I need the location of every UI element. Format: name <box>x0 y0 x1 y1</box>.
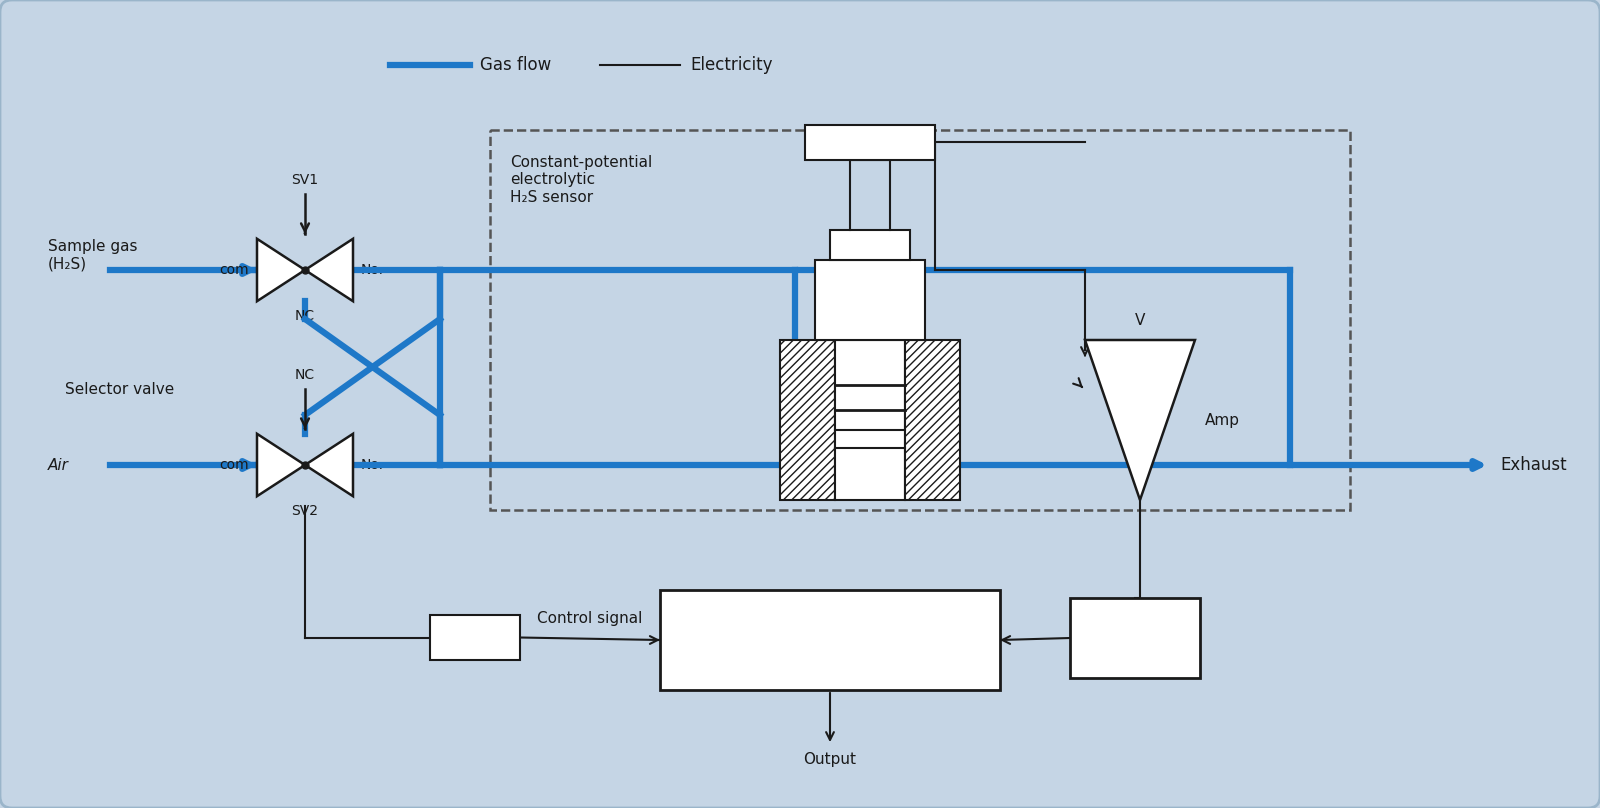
Text: Exhaust: Exhaust <box>1501 456 1566 474</box>
Text: NC: NC <box>294 368 315 382</box>
Text: Output: Output <box>803 752 856 767</box>
Text: A/D conversion: A/D conversion <box>1072 629 1198 647</box>
Text: Air: Air <box>48 457 69 473</box>
Text: SSR: SSR <box>459 630 490 645</box>
Bar <box>906 340 960 500</box>
Text: Sample gas
(H₂S): Sample gas (H₂S) <box>48 239 138 271</box>
Text: No.: No. <box>362 458 384 472</box>
Text: com: com <box>219 263 250 277</box>
Text: Gas flow: Gas flow <box>480 56 552 74</box>
Bar <box>814 260 925 340</box>
Polygon shape <box>306 434 354 496</box>
Bar <box>430 615 520 660</box>
Text: SV1: SV1 <box>291 173 318 187</box>
Text: V: V <box>1134 313 1146 328</box>
Bar <box>1070 598 1200 678</box>
Bar <box>805 125 934 160</box>
Text: Microprocessor: Microprocessor <box>766 631 893 649</box>
Bar <box>490 130 1350 510</box>
Polygon shape <box>258 239 306 301</box>
Text: Electricity: Electricity <box>690 56 773 74</box>
Text: SV2: SV2 <box>291 504 318 518</box>
Text: Constant-potential
electrolytic
H₂S sensor: Constant-potential electrolytic H₂S sens… <box>510 155 653 204</box>
Bar <box>835 340 906 500</box>
Bar <box>661 590 1000 690</box>
Polygon shape <box>1085 340 1195 500</box>
Text: NC: NC <box>294 309 315 323</box>
Polygon shape <box>306 239 354 301</box>
Text: No.: No. <box>362 263 384 277</box>
Polygon shape <box>258 434 306 496</box>
Bar <box>830 230 910 260</box>
Text: com: com <box>219 458 250 472</box>
Text: Selector valve: Selector valve <box>66 382 174 398</box>
Bar <box>781 340 835 500</box>
Text: Amp: Amp <box>1205 413 1240 427</box>
Text: Control signal: Control signal <box>538 611 643 625</box>
